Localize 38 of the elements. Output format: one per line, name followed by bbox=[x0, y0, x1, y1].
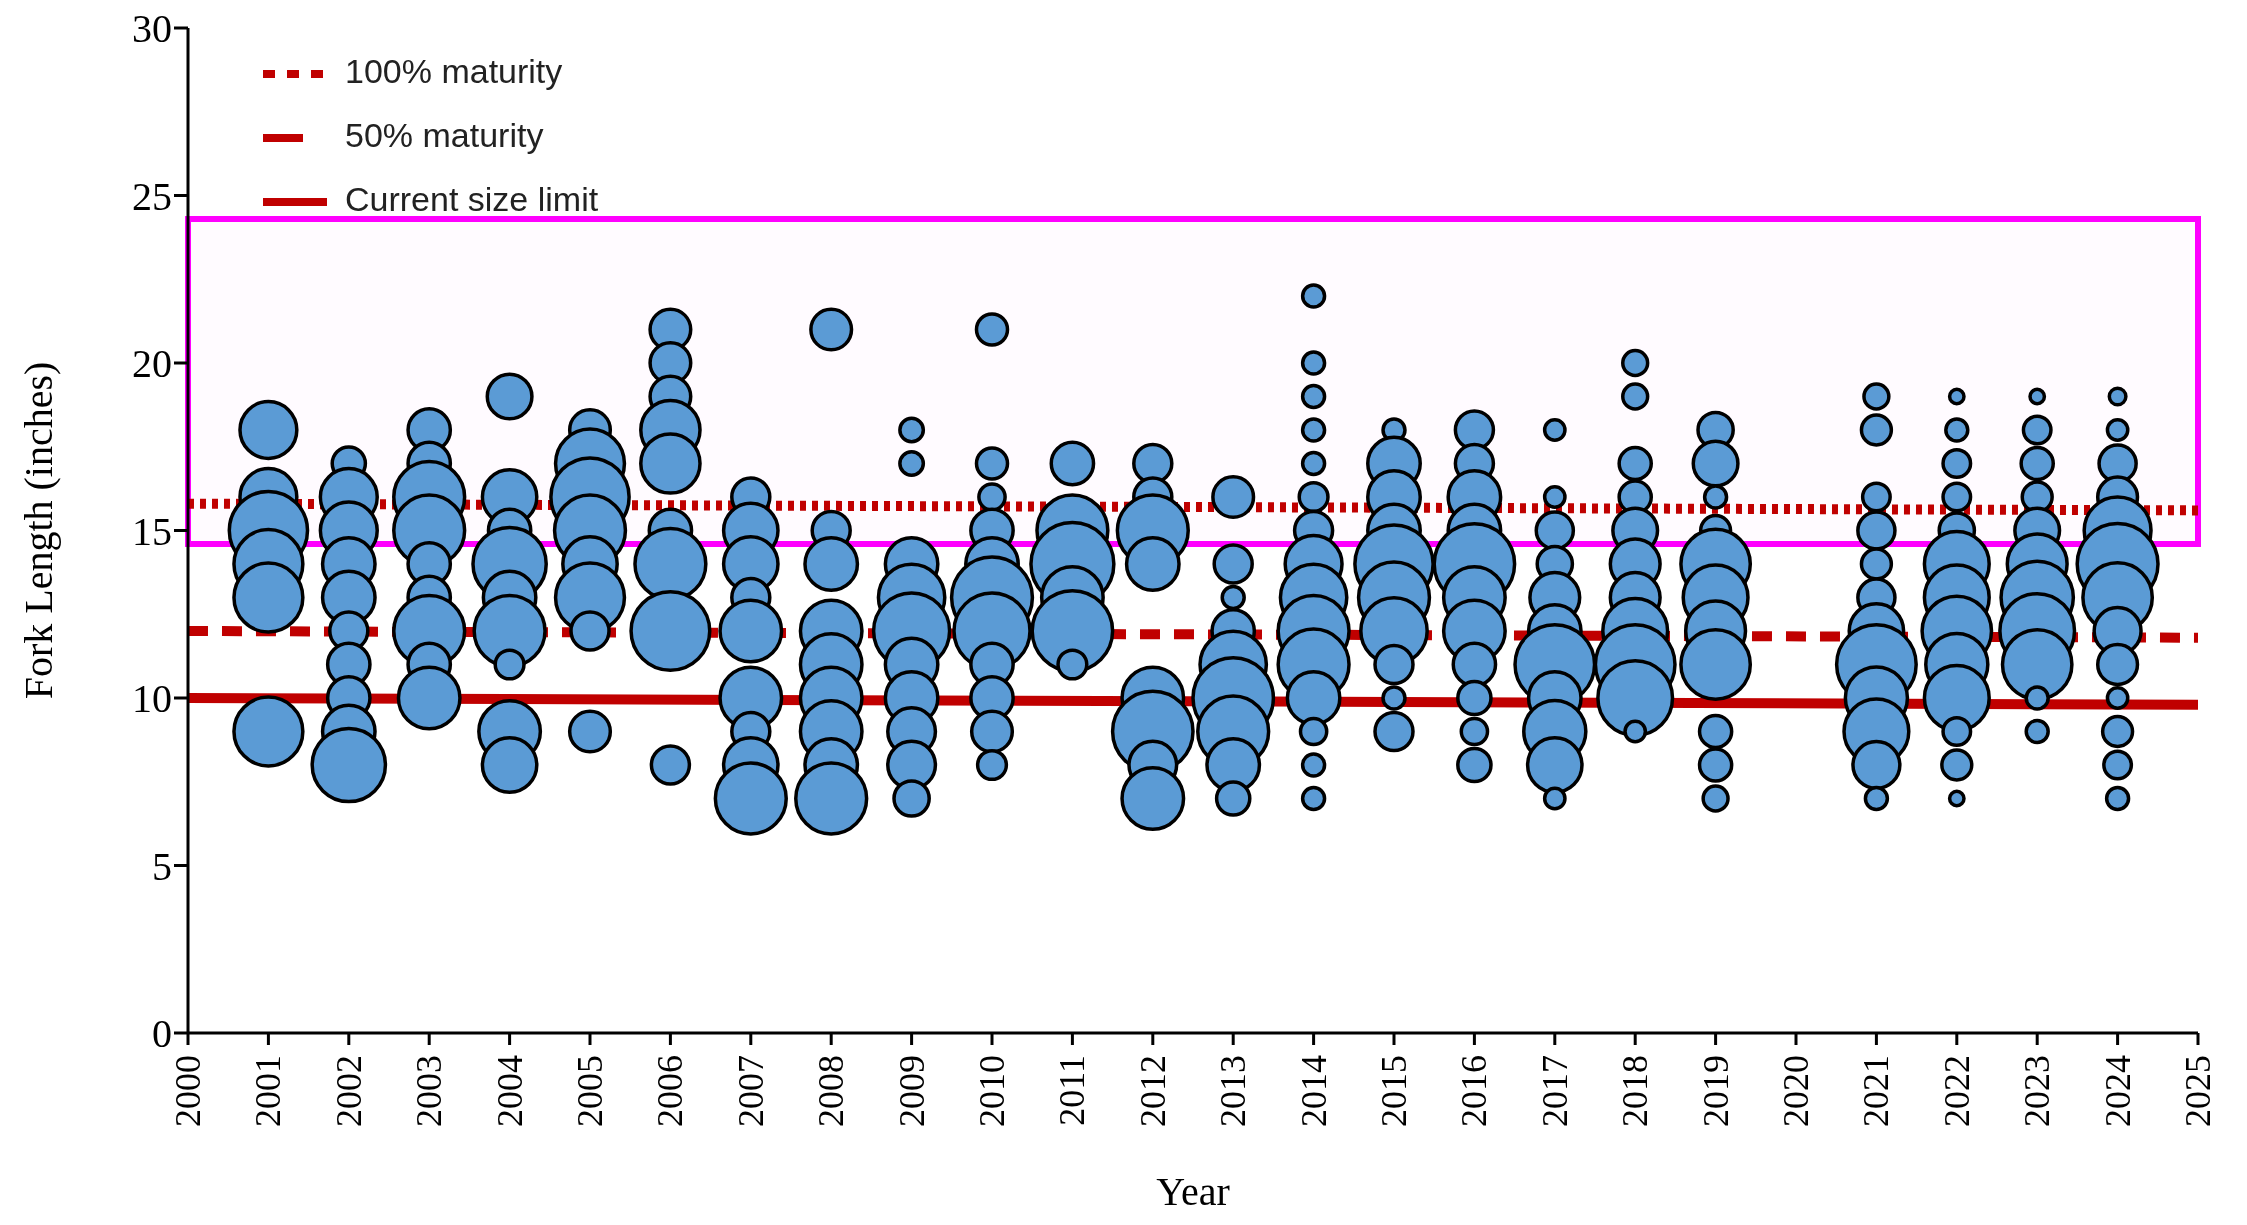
x-tick-label: 2014 bbox=[1293, 1055, 1334, 1127]
x-tick-label: 2007 bbox=[730, 1055, 771, 1127]
x-tick-label: 2009 bbox=[891, 1055, 932, 1127]
legend-label: Current size limit bbox=[345, 179, 599, 218]
y-tick-label: 0 bbox=[152, 1011, 172, 1057]
x-tick-label: 2018 bbox=[1615, 1055, 1656, 1127]
x-tick-label: 2022 bbox=[1936, 1055, 1977, 1127]
x-tick-label: 2019 bbox=[1695, 1055, 1736, 1127]
x-tick-label: 2005 bbox=[570, 1055, 610, 1127]
y-tick-label: 15 bbox=[132, 508, 172, 554]
x-axis-title: Year bbox=[1156, 1169, 1230, 1214]
x-tick-label: 2017 bbox=[1534, 1055, 1575, 1127]
x-tick-label: 2011 bbox=[1052, 1055, 1093, 1126]
legend-label: 50% maturity bbox=[345, 115, 544, 154]
y-tick-label: 20 bbox=[132, 341, 172, 387]
y-axis-title: Fork Length (inches) bbox=[16, 361, 62, 700]
x-tick-label: 2015 bbox=[1374, 1055, 1414, 1127]
x-tick-label: 2013 bbox=[1213, 1055, 1254, 1127]
x-tick-label: 2010 bbox=[972, 1055, 1012, 1127]
x-tick-label: 2002 bbox=[328, 1055, 369, 1127]
x-tick-label: 2024 bbox=[2097, 1055, 2138, 1127]
x-tick-label: 2008 bbox=[811, 1055, 852, 1127]
x-tick-label: 2021 bbox=[1856, 1055, 1897, 1127]
x-tick-label: 2000 bbox=[168, 1055, 208, 1127]
y-tick-label: 5 bbox=[152, 843, 172, 889]
x-tick-label: 2001 bbox=[248, 1055, 289, 1127]
x-tick-label: 2006 bbox=[650, 1055, 691, 1127]
x-tick-label: 2020 bbox=[1776, 1055, 1816, 1127]
x-tick-label: 2016 bbox=[1454, 1055, 1495, 1127]
y-tick-label: 10 bbox=[132, 676, 172, 722]
y-tick-label: 30 bbox=[132, 6, 172, 52]
x-tick-label: 2004 bbox=[489, 1055, 530, 1127]
x-tick-label: 2025 bbox=[2178, 1055, 2218, 1127]
legend-label: 100% maturity bbox=[345, 51, 563, 90]
x-tick-label: 2003 bbox=[409, 1055, 450, 1127]
y-tick-label: 25 bbox=[132, 173, 172, 219]
x-tick-label: 2012 bbox=[1132, 1055, 1173, 1127]
x-tick-label: 2023 bbox=[2017, 1055, 2058, 1127]
